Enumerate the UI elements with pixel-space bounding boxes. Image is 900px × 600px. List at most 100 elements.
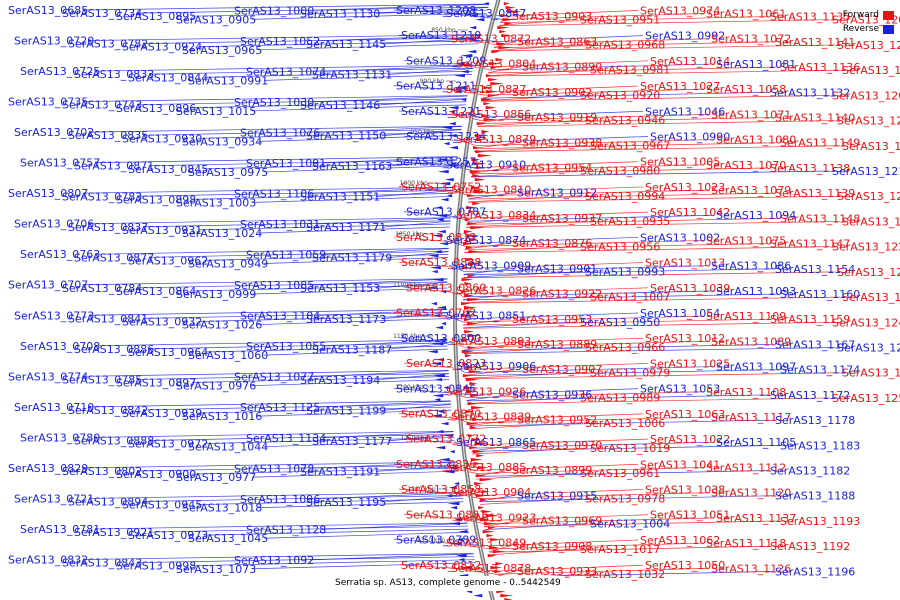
leader-line [375, 281, 448, 289]
forward-gene-arrow [465, 410, 475, 414]
forward-gene-arrow [466, 390, 474, 394]
ring-tick-label: 1050 kbp [395, 231, 423, 238]
leader-line [463, 293, 521, 300]
leader-line [463, 262, 644, 269]
gene-label: SerAS13_1002 [640, 231, 720, 244]
reverse-gene-arrow [442, 126, 453, 130]
gene-label: SerAS13_1112 [706, 461, 786, 474]
leader-line [263, 440, 455, 448]
forward-gene-arrow [479, 478, 494, 482]
leader-line [89, 400, 451, 408]
legend-reverse: Reverse [843, 22, 894, 36]
gene-label: SerAS13_1138 [770, 162, 850, 175]
gene-label: SerAS13_0849 [446, 537, 526, 550]
leader-line [448, 113, 480, 121]
gene-label: SerAS13_1212 [837, 115, 900, 128]
forward-gene-arrow [467, 222, 478, 226]
leader-line [393, 85, 485, 93]
leader-line [251, 470, 459, 478]
leader-line [443, 164, 472, 171]
gene-label: SerAS13_1257 [396, 155, 476, 168]
gene-label: SerAS13_1042 [650, 206, 730, 219]
forward-gene-arrow [479, 498, 487, 502]
leader-line [464, 243, 769, 250]
gene-label: SerAS13_0890 [522, 61, 602, 74]
gene-label: SerAS13_1075 [706, 234, 786, 247]
gene-label: SerAS13_0886 [74, 343, 154, 356]
forward-gene-arrow [483, 86, 493, 90]
gene-label: SerAS13_1059 [246, 249, 326, 262]
leader-line [489, 548, 579, 556]
leader-line [398, 413, 469, 420]
gene-label: SerAS13_0938 [522, 136, 602, 149]
leader-line [375, 373, 449, 381]
gene-label: SerAS13_1209 [406, 54, 486, 67]
gene-label: SerAS13_1131 [312, 69, 392, 82]
forward-gene-arrow [463, 230, 473, 234]
gene-label: SerAS13_0930 [122, 132, 202, 145]
gene-label: SerAS13_0834 [456, 209, 536, 222]
leader-line [475, 472, 579, 480]
gene-label: SerAS13_0990 [650, 130, 730, 143]
gene-label: SerAS13_1196 [775, 565, 855, 578]
leader-line [477, 120, 836, 127]
leader-line [494, 38, 710, 46]
gene-label: SerAS13_0931 [122, 224, 202, 237]
reverse-gene-arrow [449, 450, 455, 454]
ring-tick-label: 1350 kbp [417, 537, 445, 544]
gene-label: SerAS13_1062 [640, 534, 720, 547]
forward-gene-arrow [470, 226, 485, 230]
forward-gene-arrow [476, 122, 486, 126]
reverse-gene-arrow [437, 338, 447, 342]
forward-gene-arrow [475, 150, 486, 154]
leader-line [471, 441, 715, 449]
gene-label: SerAS13_0885 [446, 461, 526, 474]
gene-label: SerAS13_0907 [522, 363, 602, 376]
gene-label: SerAS13_1091 [246, 157, 326, 170]
forward-gene-arrow [473, 190, 488, 194]
reverse-gene-arrow [455, 554, 467, 558]
gene-label: SerAS13_0970 [522, 439, 602, 452]
forward-gene-arrow [481, 490, 490, 494]
leader-line [321, 522, 468, 530]
leader-line [500, 13, 705, 20]
gene-label: SerAS13_1195 [306, 496, 386, 509]
gene-label: SerAS13_0989 [580, 392, 660, 405]
gene-label: SerAS13_1027 [640, 80, 720, 93]
gene-label: SerAS13_0784 [62, 282, 142, 295]
gene-label: SerAS13_0946 [585, 114, 665, 127]
gene-labels: SerAS13_0685SerAS13_0720SerAS13_0725SerA… [8, 4, 900, 581]
gene-label: SerAS13_1135 [770, 11, 850, 24]
reverse-gene-arrow [473, 594, 483, 598]
forward-gene-arrow [461, 290, 468, 294]
gene-label: SerAS13_1054 [640, 307, 720, 320]
genome-backbone-highlight [454, 0, 500, 600]
reverse-gene-arrow [450, 506, 458, 510]
forward-gene-arrow [472, 450, 486, 454]
gene-label: SerAS13_0837 [68, 221, 148, 234]
leader-line [466, 211, 649, 219]
forward-gene-arrow [476, 494, 489, 498]
leader-line [191, 559, 475, 567]
leader-line [403, 211, 467, 219]
reverse-gene-arrow [431, 302, 438, 306]
forward-gene-arrow [474, 134, 487, 138]
leader-line [375, 190, 454, 198]
forward-gene-arrow [474, 178, 486, 182]
forward-gene-arrow [485, 514, 500, 518]
gene-label: SerAS13_0721 [14, 492, 94, 505]
leader-line [468, 416, 710, 424]
reverse-gene-arrow [430, 362, 442, 366]
gene-label: SerAS13_1005 [640, 156, 720, 169]
forward-gene-arrow [464, 354, 472, 358]
leader-line [309, 95, 468, 103]
gene-label: SerAS13_1017 [580, 543, 660, 556]
reverse-gene-arrow [446, 494, 453, 498]
gene-label: SerAS13_1106 [234, 188, 314, 201]
gene-label: SerAS13_1236 [842, 291, 900, 304]
reverse-gene-arrow [447, 466, 457, 470]
ring-tick-label: 1100 kbp [393, 282, 421, 289]
leader-line [475, 470, 769, 477]
gene-label: SerAS13_0774 [8, 370, 88, 383]
gene-label: SerAS13_0813 [396, 231, 476, 244]
